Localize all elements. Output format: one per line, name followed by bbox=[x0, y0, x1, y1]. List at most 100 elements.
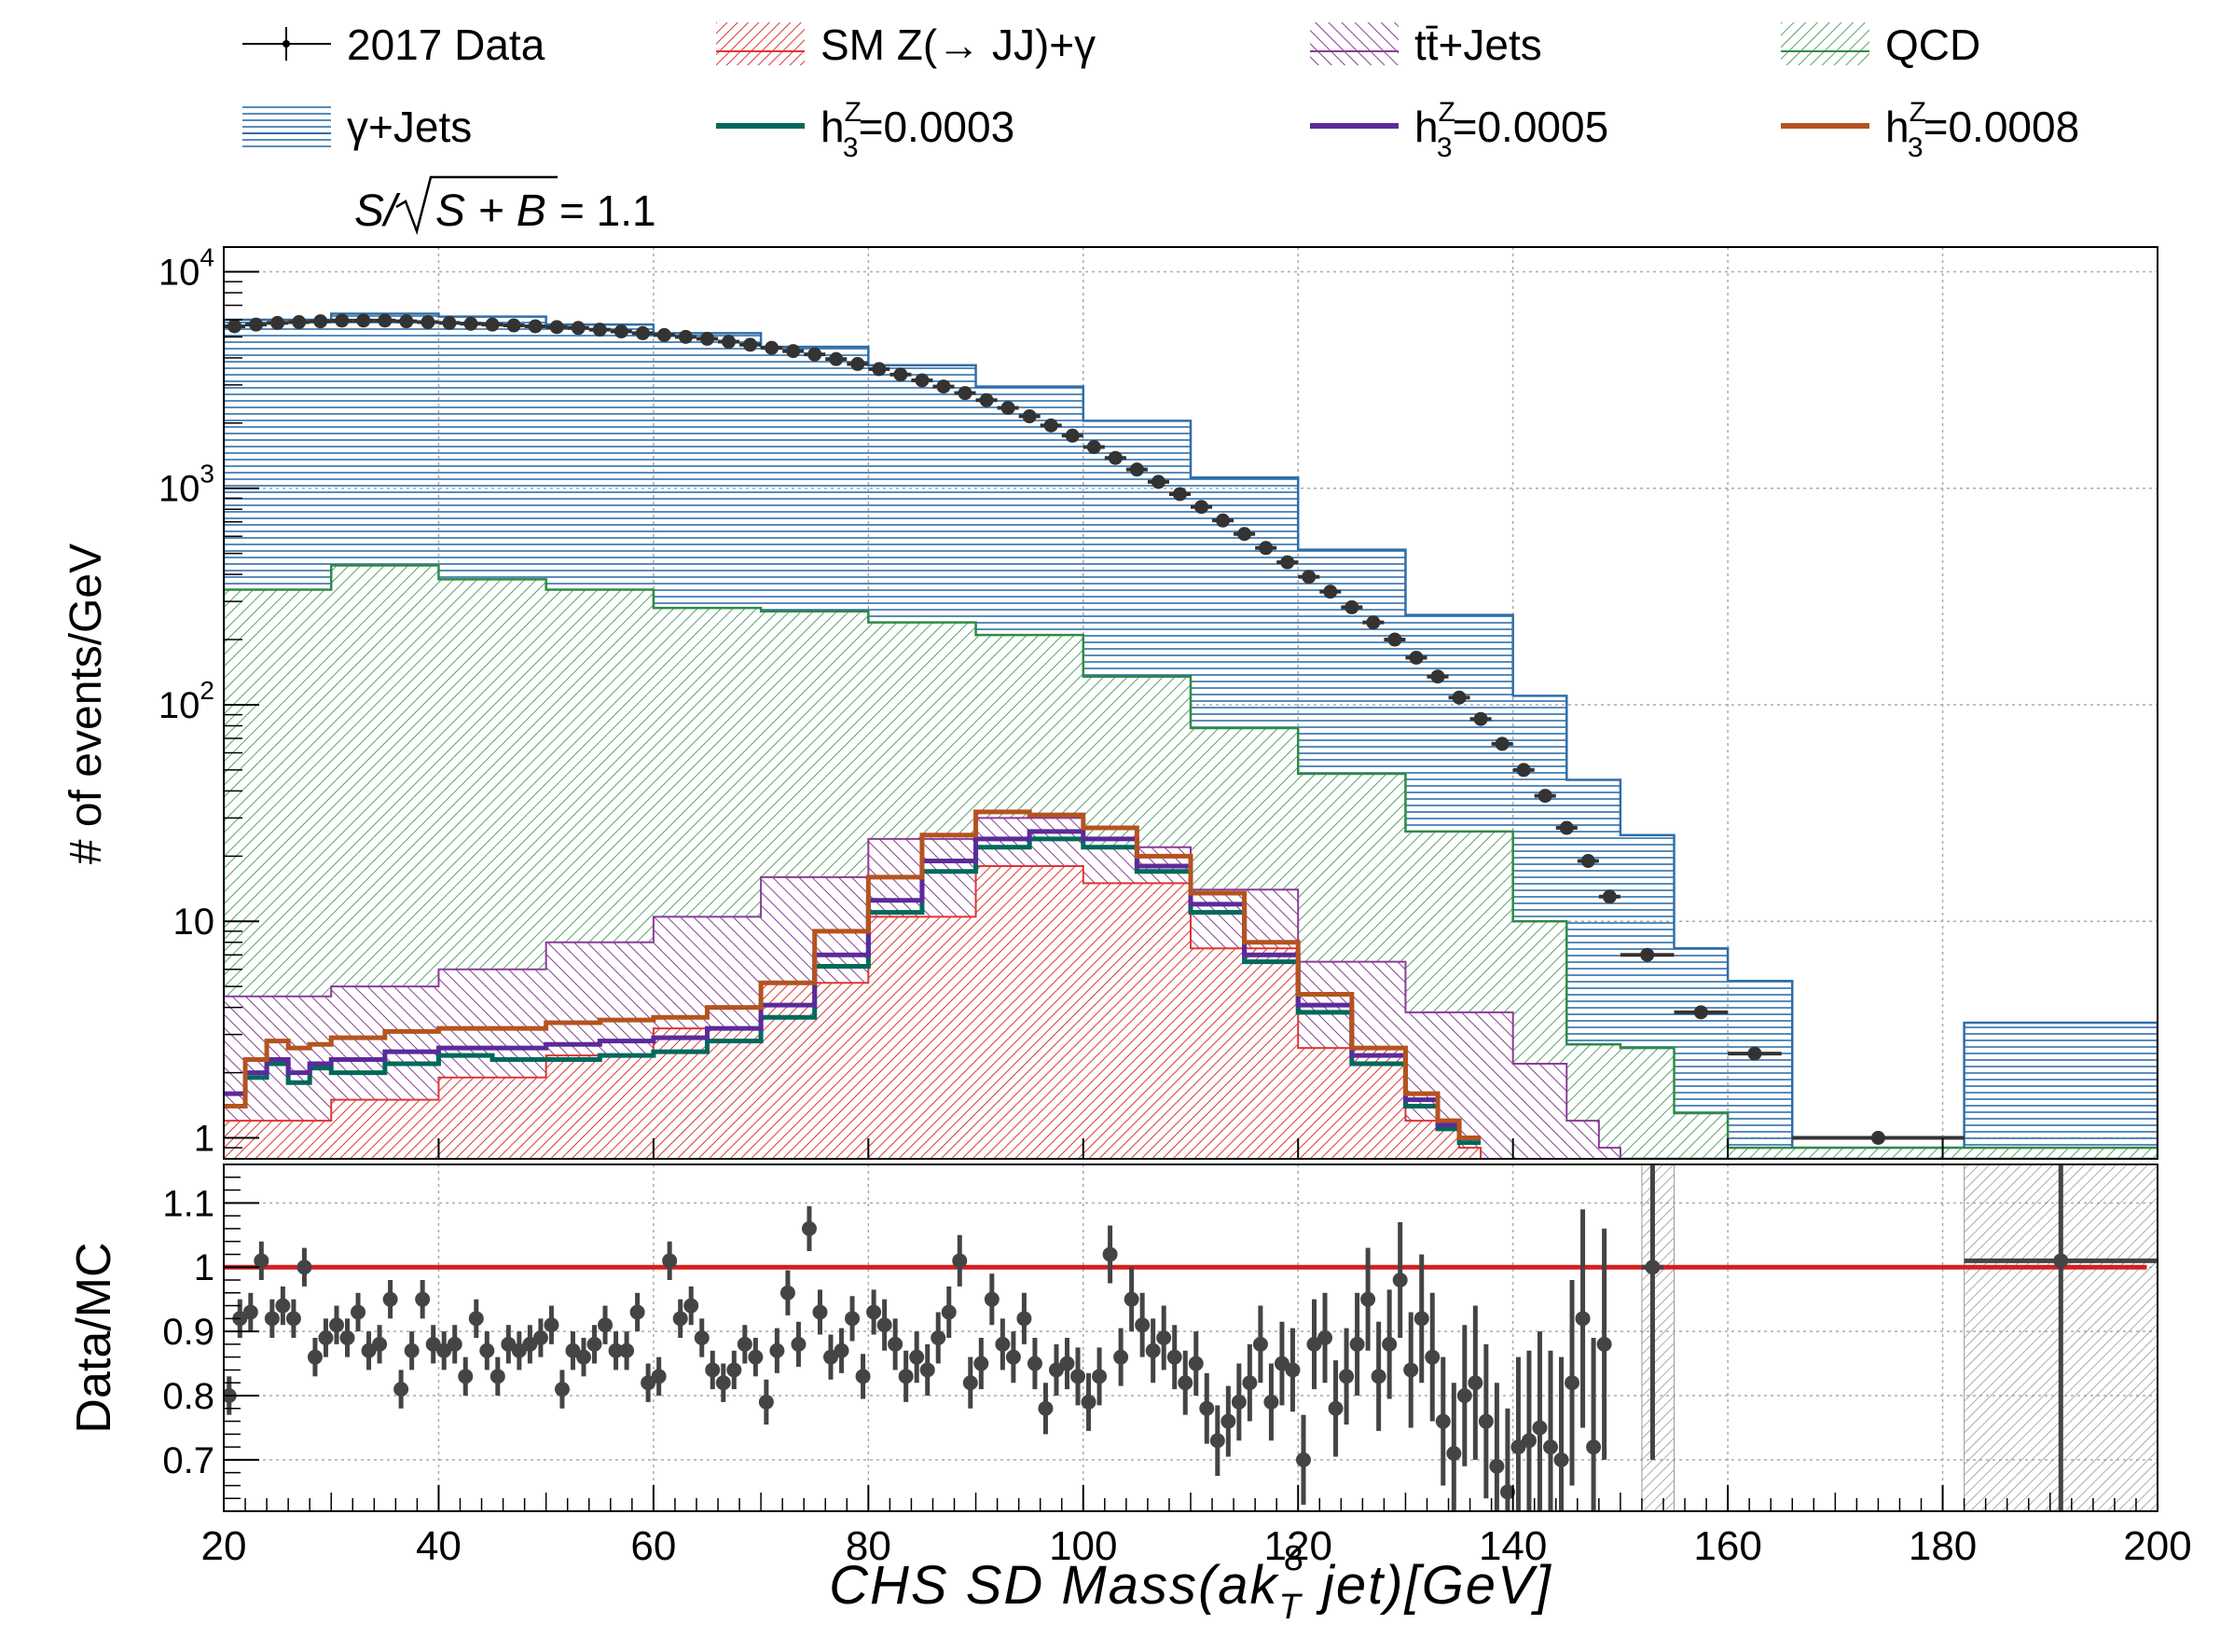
ratio-point-marker bbox=[1553, 1452, 1569, 1467]
ratio-point-marker bbox=[1456, 1388, 1472, 1403]
legend-label: SM Z(→ JJ)+γ bbox=[821, 21, 1096, 69]
ratio-point-marker bbox=[909, 1349, 925, 1365]
data-point-marker bbox=[313, 314, 328, 329]
legend-label-sup: Z bbox=[1439, 97, 1455, 128]
ratio-point-marker bbox=[984, 1291, 1000, 1307]
ratio-point bbox=[501, 1325, 517, 1364]
ratio-point-marker bbox=[1038, 1400, 1054, 1416]
main-y-tick-label: 104 bbox=[159, 242, 214, 293]
ratio-point bbox=[1575, 1209, 1591, 1428]
ratio-point bbox=[242, 1292, 258, 1332]
ratio-point bbox=[823, 1334, 839, 1380]
x-tick-label: 80 bbox=[846, 1523, 891, 1569]
legend-hatch-swatch bbox=[242, 104, 331, 147]
ratio-point-marker bbox=[1220, 1413, 1236, 1429]
x-axis-title-end: jet)[GeV] bbox=[1305, 1555, 1552, 1616]
ratio-point bbox=[758, 1379, 774, 1425]
ratio-point-marker bbox=[436, 1342, 452, 1358]
ratio-point bbox=[1113, 1328, 1129, 1386]
ratio-point-marker bbox=[458, 1369, 474, 1384]
ratio-point-marker bbox=[672, 1311, 688, 1327]
data-point bbox=[1728, 1046, 1782, 1061]
ratio-point-marker bbox=[834, 1342, 849, 1358]
ratio-point bbox=[532, 1318, 548, 1357]
legend-label: γ+Jets bbox=[347, 103, 472, 151]
ratio-point bbox=[1339, 1328, 1355, 1425]
ratio-point bbox=[619, 1331, 635, 1370]
ratio-point-marker bbox=[275, 1298, 291, 1314]
ratio-point bbox=[586, 1325, 602, 1364]
data-point bbox=[331, 313, 353, 328]
ratio-point-marker bbox=[845, 1311, 861, 1327]
ratio-point bbox=[1274, 1321, 1289, 1406]
ratio-point-marker bbox=[351, 1304, 366, 1320]
data-point bbox=[1555, 820, 1578, 835]
data-point-marker bbox=[1345, 599, 1359, 614]
ratio-point bbox=[1489, 1383, 1505, 1511]
data-point bbox=[782, 344, 805, 359]
ratio-point-marker bbox=[1242, 1375, 1258, 1391]
ratio-point-marker bbox=[1435, 1413, 1451, 1429]
ratio-point bbox=[1048, 1343, 1064, 1396]
ratio-point bbox=[447, 1325, 462, 1364]
ratio-point-marker bbox=[1425, 1349, 1441, 1365]
ratio-point bbox=[328, 1305, 344, 1344]
ratio-point-marker bbox=[608, 1342, 624, 1358]
ratio-point bbox=[1016, 1292, 1032, 1344]
x-axis-title-main: CHS SD Mass(ak bbox=[829, 1555, 1279, 1616]
data-point bbox=[1598, 889, 1620, 904]
ratio-point-marker bbox=[931, 1330, 946, 1345]
data-point bbox=[696, 331, 719, 346]
ratio-point-marker bbox=[683, 1298, 699, 1314]
ratio-point bbox=[511, 1331, 527, 1370]
data-point-marker bbox=[1602, 889, 1617, 904]
data-point-marker bbox=[1538, 789, 1552, 804]
data-point-marker bbox=[1151, 475, 1165, 489]
ratio-plot-area bbox=[224, 1164, 2158, 1511]
ratio-point-marker bbox=[544, 1317, 559, 1333]
ratio-syst-band bbox=[1641, 1164, 1676, 1511]
ratio-point bbox=[726, 1350, 742, 1390]
legend-label: hZ 3=0.0008 bbox=[1885, 97, 2079, 163]
ratio-point bbox=[694, 1318, 710, 1357]
data-point-marker bbox=[571, 321, 586, 336]
legend-item-gjets: γ+Jets bbox=[242, 103, 472, 151]
legend-label-sup: Z bbox=[845, 97, 862, 128]
ratio-point-marker bbox=[318, 1330, 334, 1345]
ratio-point bbox=[372, 1325, 388, 1364]
legend-label: QCD bbox=[1885, 21, 1980, 69]
ratio-point bbox=[1532, 1331, 1548, 1511]
data-point-marker bbox=[292, 315, 307, 330]
data-point-marker bbox=[485, 317, 500, 332]
ratio-point-marker bbox=[1059, 1356, 1075, 1371]
data-point bbox=[395, 314, 418, 329]
ratio-point bbox=[254, 1241, 269, 1280]
ratio-y-tick-label: 0.8 bbox=[162, 1376, 214, 1417]
x-axis-title-sub: T bbox=[1279, 1588, 1303, 1627]
data-point bbox=[1448, 690, 1470, 705]
ratio-point bbox=[351, 1292, 366, 1332]
ratio-point bbox=[575, 1338, 591, 1377]
ratio-point-marker bbox=[619, 1342, 635, 1358]
ratio-point-marker bbox=[1510, 1439, 1526, 1455]
ratio-point-marker bbox=[586, 1336, 602, 1352]
main-y-tick-label: 103 bbox=[159, 460, 214, 510]
legend-item-ttbar: tt̄+Jets bbox=[1310, 21, 1542, 69]
data-point-marker bbox=[893, 367, 908, 382]
data-point bbox=[1512, 763, 1535, 778]
ratio-point-marker bbox=[254, 1253, 269, 1269]
data-point bbox=[868, 362, 890, 377]
ratio-point-marker bbox=[995, 1336, 1011, 1352]
data-point bbox=[889, 367, 912, 382]
data-point bbox=[310, 314, 332, 329]
ratio-point-marker bbox=[404, 1342, 420, 1358]
main-y-tick-base: 10 bbox=[159, 469, 200, 510]
ratio-point-marker bbox=[1295, 1452, 1311, 1467]
data-point-marker bbox=[1495, 737, 1510, 751]
data-point-marker bbox=[1280, 555, 1295, 570]
data-point-marker bbox=[678, 329, 693, 344]
data-point bbox=[954, 386, 976, 401]
ratio-point bbox=[565, 1331, 581, 1370]
ratio-point bbox=[876, 1299, 892, 1351]
